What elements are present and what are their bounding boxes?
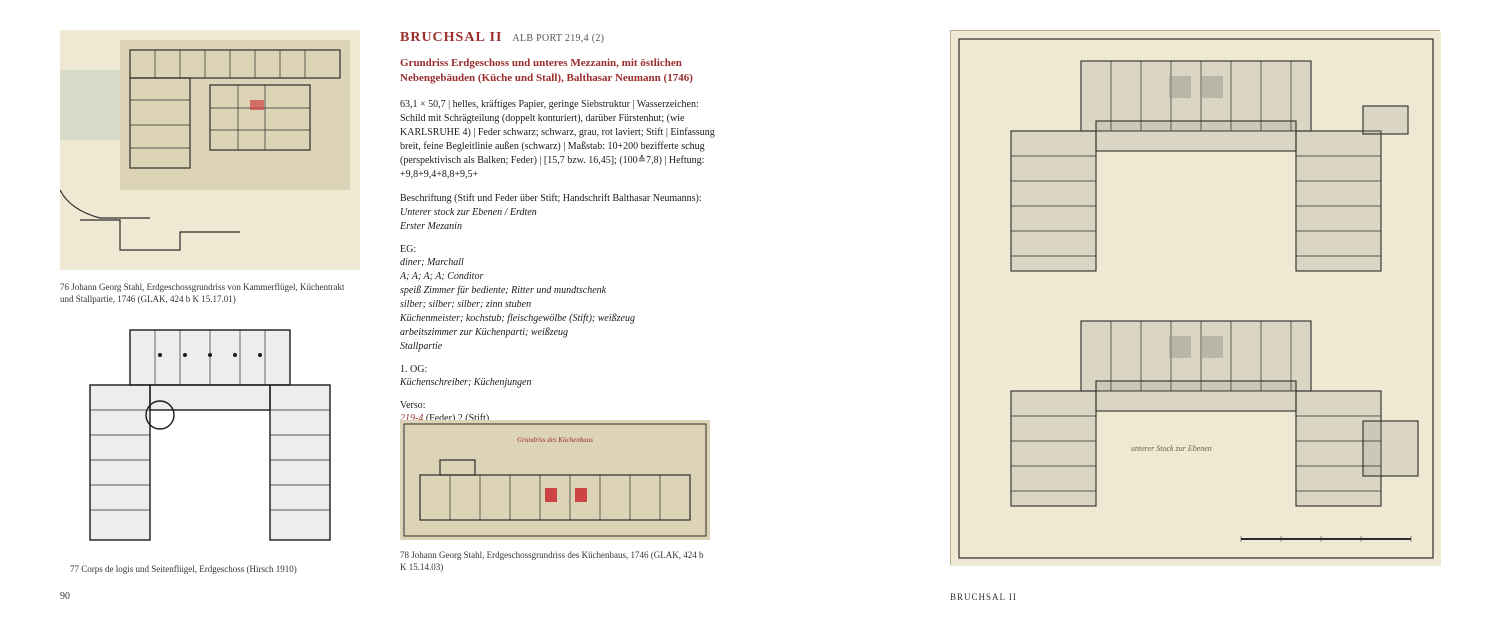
- caption-76: 76 Johann Georg Stahl, Erdgeschossgrundr…: [60, 282, 360, 305]
- catalog-text-column: BRUCHSAL II ALB PORT 219,4 (2) Grundriss…: [400, 30, 720, 436]
- eg-7: Stallpartie: [400, 340, 720, 354]
- entry-subtitle: Grundriss Erdgeschoss und unteres Mezzan…: [400, 56, 720, 86]
- og-1: Küchenschreiber; Küchenjungen: [400, 376, 720, 390]
- plate-caption: BRUCHSAL II: [950, 592, 1017, 602]
- entry-title: BRUCHSAL II: [400, 30, 502, 46]
- eg-6: arbeitszimmer zur Küchenparti; weißzeug: [400, 326, 720, 340]
- caption-77: 77 Corps de logis und Seitenflügel, Erdg…: [70, 564, 360, 576]
- eg-label: EG:: [400, 244, 720, 255]
- figure-76-plan: [60, 30, 360, 270]
- book-spread: 76 Johann Georg Stahl, Erdgeschossgrundr…: [0, 0, 1500, 620]
- svg-text:Grundriss des Küchenbaus: Grundriss des Küchenbaus: [517, 436, 593, 444]
- verso-label: Verso:: [400, 400, 720, 411]
- inscription-line-1: Unterer stock zur Ebenen / Erdten: [400, 206, 720, 220]
- main-plate-plan: unterer Stock zur Ebenen: [950, 30, 1440, 565]
- figure-78-plan: Grundriss des Küchenbaus: [400, 420, 710, 540]
- svg-text:unterer Stock zur Ebenen: unterer Stock zur Ebenen: [1131, 444, 1212, 453]
- eg-4: silber; silber; silber; zinn stuben: [400, 298, 720, 312]
- figure-77-plan: [60, 320, 360, 550]
- eg-1: diner; Marchall: [400, 256, 720, 270]
- eg-2: A; A; A; A; Conditor: [400, 270, 720, 284]
- og-label: 1. OG:: [400, 364, 720, 375]
- entry-signature: ALB PORT 219,4 (2): [512, 33, 604, 44]
- inscription-header: Beschriftung (Stift und Feder über Stift…: [400, 192, 720, 206]
- eg-5: Küchenmeister; kochstub; fleischgewölbe …: [400, 312, 720, 326]
- page-number: 90: [60, 591, 70, 602]
- inscription-line-2: Erster Mezanin: [400, 220, 720, 234]
- caption-78: 78 Johann Georg Stahl, Erdgeschossgrundr…: [400, 550, 710, 573]
- physical-description: 63,1 × 50,7 | helles, kräftiges Papier, …: [400, 98, 720, 182]
- right-page: unterer Stock zur Ebenen BRUCHSAL II: [750, 0, 1500, 620]
- left-page: 76 Johann Georg Stahl, Erdgeschossgrundr…: [0, 0, 750, 620]
- eg-3: speiß Zimmer für bediente; Ritter und mu…: [400, 284, 720, 298]
